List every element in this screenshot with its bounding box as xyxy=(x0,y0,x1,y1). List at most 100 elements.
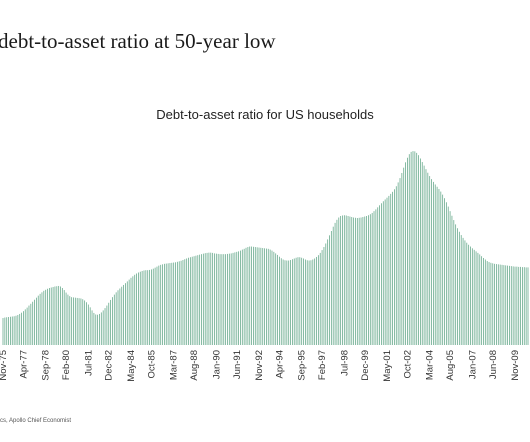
bar xyxy=(288,260,290,345)
bar xyxy=(407,157,408,345)
bar xyxy=(67,294,69,345)
bar xyxy=(162,264,163,345)
bar xyxy=(47,288,48,345)
bar xyxy=(8,317,9,345)
bar xyxy=(394,189,395,345)
bar xyxy=(84,300,86,345)
bar xyxy=(347,216,349,345)
bar xyxy=(356,218,358,345)
bar xyxy=(151,269,152,345)
bar xyxy=(202,253,204,345)
bar xyxy=(132,276,134,345)
bar xyxy=(475,251,477,345)
bar xyxy=(126,281,128,345)
bar xyxy=(486,261,488,345)
bar xyxy=(41,292,43,345)
bar xyxy=(165,263,167,345)
bar xyxy=(484,259,486,345)
x-tick-label: May-01 xyxy=(382,350,393,382)
bar xyxy=(262,248,264,345)
bar xyxy=(327,239,329,345)
bar xyxy=(130,277,132,345)
bar xyxy=(381,203,382,345)
bar xyxy=(432,181,434,345)
bar xyxy=(147,270,149,345)
bar xyxy=(434,184,436,345)
bar xyxy=(69,296,71,345)
bar xyxy=(37,295,39,345)
bar xyxy=(457,228,458,345)
bar xyxy=(112,297,113,345)
bar xyxy=(473,249,475,345)
bar xyxy=(256,247,258,345)
bar xyxy=(516,266,518,345)
bar xyxy=(373,211,375,345)
bar xyxy=(460,235,462,345)
bar xyxy=(364,216,366,345)
bar xyxy=(232,252,234,345)
bar xyxy=(138,272,139,345)
bar xyxy=(429,176,431,345)
bar xyxy=(371,212,373,345)
bar xyxy=(488,262,490,345)
bar xyxy=(325,243,327,345)
bar xyxy=(197,255,199,345)
bar xyxy=(403,167,405,345)
bar xyxy=(397,182,399,345)
bar xyxy=(189,257,191,345)
bar xyxy=(316,256,317,345)
x-tick-label: Oct-85 xyxy=(146,350,157,379)
bar xyxy=(477,252,479,345)
bar xyxy=(340,216,342,345)
bar xyxy=(43,290,45,345)
bar xyxy=(50,287,52,345)
bar xyxy=(249,246,251,345)
bar xyxy=(468,244,470,345)
bar xyxy=(221,254,223,345)
bar xyxy=(377,207,379,345)
bar xyxy=(299,257,301,345)
bar xyxy=(297,257,299,345)
bar xyxy=(119,288,121,345)
bar xyxy=(336,219,338,345)
bar xyxy=(421,162,423,345)
bar xyxy=(108,302,110,345)
bar xyxy=(358,217,360,345)
bar xyxy=(74,297,76,345)
bar xyxy=(10,316,11,345)
bar xyxy=(58,285,60,345)
bar xyxy=(39,293,41,345)
bar xyxy=(520,266,521,345)
bar xyxy=(82,299,84,345)
bar xyxy=(471,248,473,345)
bar xyxy=(240,250,241,345)
bar xyxy=(408,154,410,345)
bar xyxy=(19,313,21,345)
x-tick-label: Jun-91 xyxy=(232,350,243,379)
bar xyxy=(247,247,249,345)
bar xyxy=(447,206,449,345)
bar xyxy=(492,263,494,345)
bar xyxy=(182,260,184,345)
x-tick-label: Jun-08 xyxy=(488,350,499,379)
bar xyxy=(379,205,380,345)
bar xyxy=(303,258,304,345)
bar xyxy=(271,250,273,345)
bar xyxy=(512,266,514,345)
bar xyxy=(171,262,173,345)
bar xyxy=(24,309,26,345)
bar xyxy=(423,165,425,345)
bar xyxy=(317,255,319,345)
bar xyxy=(314,258,316,345)
bar xyxy=(48,288,50,345)
bar xyxy=(23,311,24,345)
bar xyxy=(304,259,306,345)
bar xyxy=(275,253,277,345)
bar xyxy=(56,286,58,345)
bar xyxy=(134,274,136,345)
bar xyxy=(123,284,124,345)
bar xyxy=(230,253,232,345)
bar xyxy=(186,258,188,345)
bar xyxy=(214,253,215,345)
x-tick-label: Jul-81 xyxy=(83,350,94,376)
